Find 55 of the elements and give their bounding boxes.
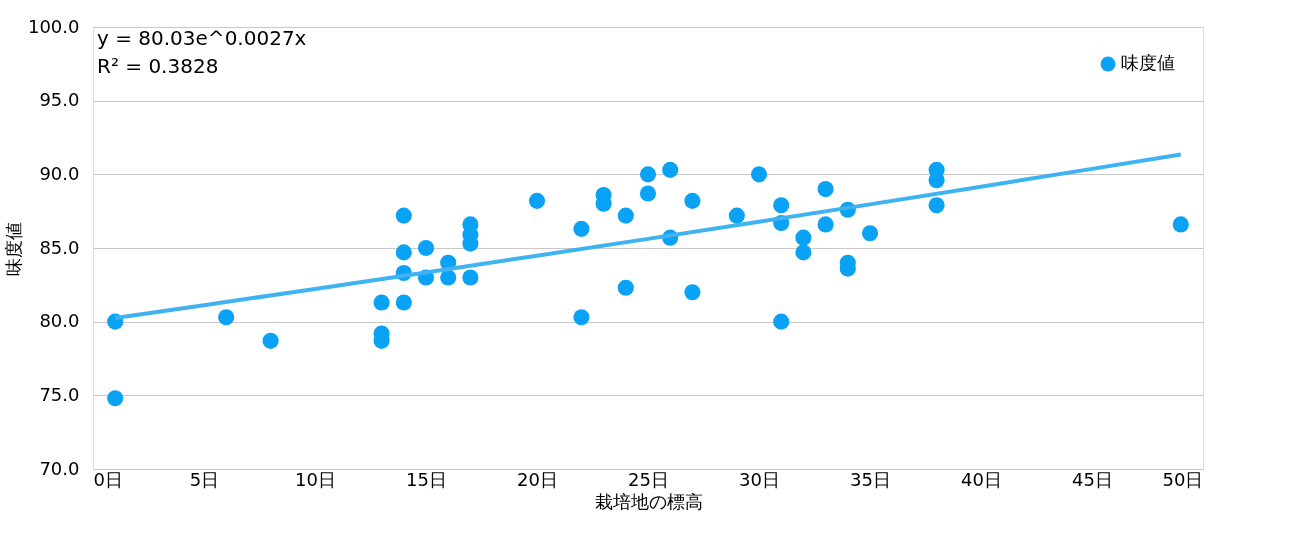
point <box>795 229 812 246</box>
point <box>440 269 457 286</box>
point <box>928 172 945 189</box>
point <box>462 269 479 286</box>
y-tick-label: 75.0 <box>39 383 80 405</box>
y-tick-label: 70.0 <box>39 457 80 479</box>
y-tick-label: 80.0 <box>39 310 80 332</box>
point <box>750 166 768 183</box>
x-tick-label: 10日 <box>295 468 336 490</box>
point <box>417 239 435 257</box>
point <box>395 244 412 261</box>
point <box>684 192 701 209</box>
legend-label: 味度値 <box>1121 52 1175 73</box>
annotation: y = 80.03e^0.0027x <box>97 26 307 50</box>
point <box>262 332 279 349</box>
x-tick-label: 35日 <box>850 468 891 490</box>
point <box>773 313 790 330</box>
point <box>617 207 634 224</box>
y-tick-label: 85.0 <box>39 236 80 258</box>
point <box>218 309 235 326</box>
point <box>573 220 590 237</box>
point <box>373 294 390 311</box>
x-tick-label: 0日 <box>93 468 123 490</box>
point <box>107 390 124 407</box>
point <box>639 166 657 183</box>
annotation: R² = 0.3828 <box>97 54 219 78</box>
point <box>395 207 412 224</box>
x-tick-label: 20日 <box>517 468 558 490</box>
point <box>528 192 546 209</box>
point <box>795 244 812 261</box>
x-tick-label: 30日 <box>739 468 780 490</box>
point <box>817 181 834 198</box>
y-tick-label: 100.0 <box>27 15 80 37</box>
x-tick-label: 50日 <box>1162 468 1204 490</box>
point <box>1172 216 1189 233</box>
point <box>817 216 834 233</box>
y-tick-label: 90.0 <box>39 162 80 184</box>
x-axis-title: 栽培地の標高 <box>594 490 703 512</box>
point <box>773 197 790 214</box>
x-tick-label: 25日 <box>628 468 669 490</box>
x-tick-label: 40日 <box>961 468 1002 490</box>
point <box>928 197 945 214</box>
point <box>395 294 412 311</box>
y-axis-title: 味度値 <box>2 221 24 276</box>
point <box>662 161 679 178</box>
point <box>728 207 745 224</box>
point <box>639 185 657 202</box>
y-tick-label: 95.0 <box>39 89 80 111</box>
point <box>617 279 634 296</box>
x-tick-label: 45日 <box>1072 468 1113 490</box>
point <box>861 225 879 242</box>
x-tick-label: 5日 <box>189 468 220 490</box>
x-tick-label: 15日 <box>406 468 447 490</box>
point <box>573 309 590 326</box>
point <box>684 284 701 301</box>
